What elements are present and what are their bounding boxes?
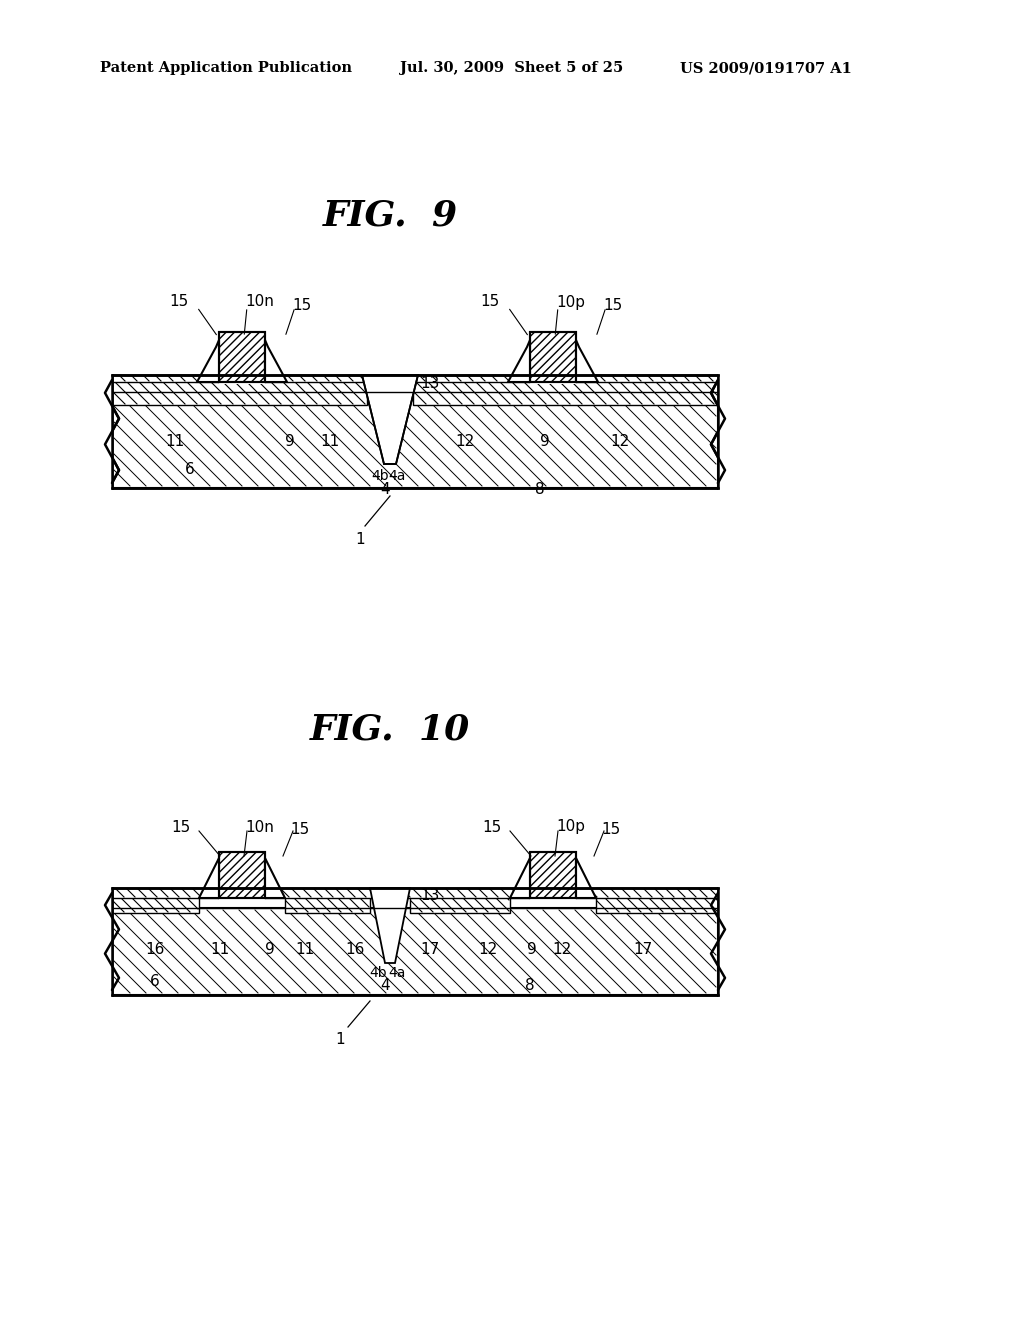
Bar [596,888,718,913]
Text: 15: 15 [172,820,191,834]
Polygon shape [265,858,285,898]
Polygon shape [370,888,410,964]
Polygon shape [199,858,219,898]
Text: 11: 11 [210,942,229,957]
Polygon shape [362,375,418,465]
Bar [0,883,112,1001]
Bar [112,888,199,913]
Bar [112,375,367,405]
Text: 16: 16 [145,942,165,957]
Bar [530,375,575,384]
Bar [530,888,575,900]
Text: 11: 11 [295,942,314,957]
Polygon shape [197,341,219,381]
Text: 10p: 10p [556,820,585,834]
Text: 15: 15 [601,821,621,837]
Bar [219,333,265,381]
Polygon shape [575,341,598,381]
Bar [530,851,575,898]
Bar [718,883,918,1001]
Text: 4a: 4a [388,966,406,979]
Text: 6: 6 [185,462,195,478]
Bar [112,375,718,381]
Bar [219,851,265,898]
Polygon shape [575,858,596,898]
Text: 1: 1 [335,1031,345,1047]
Text: 9: 9 [527,942,537,957]
Bar [219,851,265,898]
Text: 12: 12 [610,434,630,450]
Text: 15: 15 [603,297,623,313]
Bar [219,375,265,384]
Text: 1: 1 [355,532,365,548]
Polygon shape [265,341,287,381]
Bar [112,392,718,488]
Text: 4: 4 [380,978,390,994]
Text: 17: 17 [421,942,439,957]
Text: 11: 11 [165,434,184,450]
Text: 10p: 10p [556,294,585,309]
Bar [112,888,718,898]
Polygon shape [362,375,418,465]
Text: 10n: 10n [245,294,273,309]
Bar [413,375,718,405]
Text: US 2009/0191707 A1: US 2009/0191707 A1 [680,61,852,75]
Text: 8: 8 [525,978,535,994]
Polygon shape [510,858,530,898]
Text: FIG.  10: FIG. 10 [310,713,470,747]
Text: 9: 9 [265,942,274,957]
Text: 15: 15 [170,294,189,309]
Text: FIG.  9: FIG. 9 [323,198,458,232]
Text: 13: 13 [420,375,439,391]
Text: 8: 8 [536,483,545,498]
Text: 4a: 4a [388,469,406,483]
Bar [530,333,575,381]
Text: 15: 15 [290,821,309,837]
Text: 9: 9 [540,434,550,450]
Bar [219,333,265,381]
Bar [112,908,718,995]
Text: 15: 15 [480,294,500,309]
Text: 4b: 4b [370,966,387,979]
Text: 13: 13 [420,887,439,903]
Text: 4b: 4b [371,469,389,483]
Text: 15: 15 [292,297,311,313]
Text: Jul. 30, 2009  Sheet 5 of 25: Jul. 30, 2009 Sheet 5 of 25 [400,61,624,75]
Bar [285,888,370,913]
Text: Patent Application Publication: Patent Application Publication [100,61,352,75]
Bar [530,851,575,898]
Bar [530,333,575,381]
Text: 6: 6 [151,974,160,989]
Text: 12: 12 [478,942,498,957]
Text: 10n: 10n [245,820,273,834]
Text: 9: 9 [285,434,295,450]
Bar [0,370,112,492]
Bar [219,888,265,900]
Bar [410,888,510,913]
Bar [718,370,918,492]
Text: 11: 11 [321,434,340,450]
Text: 12: 12 [552,942,571,957]
Text: 16: 16 [345,942,365,957]
Text: 15: 15 [482,820,502,834]
Polygon shape [508,341,530,381]
Text: 12: 12 [456,434,475,450]
Text: 4: 4 [380,483,390,498]
Text: 17: 17 [634,942,652,957]
